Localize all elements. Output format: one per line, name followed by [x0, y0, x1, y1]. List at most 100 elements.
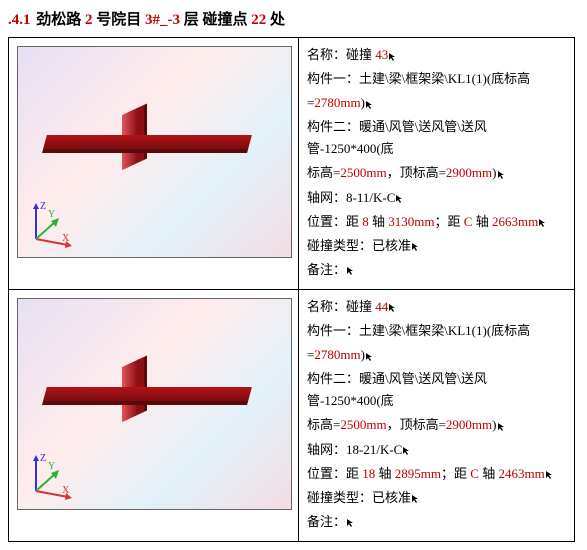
type-val: 已核准: [372, 490, 411, 505]
cursor-mark-icon: [497, 422, 506, 431]
type-val: 已核准: [372, 238, 411, 253]
comp2-line2: 标高=2500mm，顶标高=2900mm): [307, 414, 566, 436]
cursor-mark-icon: [538, 218, 547, 227]
collision-entry: Z X Y 名称：碰撞 44 构件一：土建\梁\框架梁\KL1(1)(底标高: [8, 290, 575, 542]
pos-n1: 8: [362, 214, 369, 229]
beam-horizontal: [43, 387, 252, 401]
type-line: 碰撞类型：已核准: [307, 235, 566, 257]
pos-a2: 轴: [372, 214, 385, 229]
axis-line: 轴网：8-11/K-C: [307, 187, 566, 209]
comp1-line: 构件一：土建\梁\框架梁\KL1(1)(底标高: [307, 320, 566, 342]
pos-v1: 3130mm: [388, 214, 434, 229]
collision-image-cell: Z X Y: [9, 38, 299, 289]
pos-sep: ；距: [435, 214, 461, 229]
section-heading: .4.1 劲松路 2 号院目 3#_-3 层 碰撞点 22 处: [8, 8, 579, 29]
pos-n2: C: [470, 466, 479, 481]
comp1-label: 构件一：: [307, 323, 359, 338]
comp2-mid: ，顶标高=: [387, 165, 446, 180]
remark-line: 备注：: [307, 259, 566, 281]
comp2-label: 构件二：: [307, 119, 359, 134]
pos-a3: 轴: [482, 466, 495, 481]
pos-a1: 距: [346, 214, 359, 229]
heading-hash: 3#_-3: [145, 12, 180, 28]
comp2-pre: 标高=: [307, 165, 340, 180]
pos-line: 位置：距 8 轴 3130mm；距 C 轴 2663mm: [307, 211, 566, 233]
heading-text2: 层 碰撞点: [184, 12, 248, 28]
name-val: 碰撞: [346, 299, 372, 314]
cursor-mark-icon: [402, 446, 411, 455]
pos-label: 位置：: [307, 466, 346, 481]
heading-text1: 号院目: [96, 12, 141, 28]
axis-val: 18-21/K-C: [346, 442, 402, 457]
pos-a3: 轴: [476, 214, 489, 229]
comp1-label: 构件一：: [307, 71, 359, 86]
cursor-mark-icon: [545, 470, 554, 479]
comp1-val: 2780mm: [314, 95, 360, 110]
beam-horizontal: [43, 135, 252, 149]
comp1-text: 土建\梁\框架梁\KL1(1)(底标高: [359, 71, 530, 86]
axis-y-label: Y: [48, 209, 55, 220]
pos-a1: 距: [346, 466, 359, 481]
remark-line: 备注：: [307, 511, 566, 533]
pos-n2: C: [464, 214, 473, 229]
comp2-mid: ，顶标高=: [387, 417, 446, 432]
comp1-val: 2780mm: [314, 347, 360, 362]
comp1-line: 构件一：土建\梁\框架梁\KL1(1)(底标高: [307, 68, 566, 90]
pos-v2: 2663mm: [492, 214, 538, 229]
pos-v2: 2463mm: [498, 466, 544, 481]
comp2-v1: 2500mm: [340, 417, 386, 432]
axis-z-label: Z: [40, 453, 46, 464]
name-val: 碰撞: [346, 47, 372, 62]
type-label: 碰撞类型：: [307, 238, 372, 253]
heading-num-2: 2: [85, 12, 93, 28]
axis-y-label: Y: [48, 461, 55, 472]
cursor-mark-icon: [365, 100, 374, 109]
comp2-v2: 2900mm: [446, 165, 492, 180]
name-label: 名称：: [307, 47, 346, 62]
pos-sep: ；距: [441, 466, 467, 481]
cursor-mark-icon: [411, 494, 420, 503]
comp2-line2: 标高=2500mm，顶标高=2900mm): [307, 162, 566, 184]
comp2-pre: 标高=: [307, 417, 340, 432]
axis-x-label: X: [62, 485, 70, 496]
comp2-line: 构件二：暖通\风管\送风管\送风管-1250*400(底: [307, 116, 566, 160]
comp1-text: 土建\梁\框架梁\KL1(1)(底标高: [359, 323, 530, 338]
pos-n1: 18: [362, 466, 375, 481]
remark-label: 备注：: [307, 262, 346, 277]
name-num: 44: [375, 299, 388, 314]
cursor-mark-icon: [395, 194, 404, 203]
type-line: 碰撞类型：已核准: [307, 487, 566, 509]
heading-text-road: 劲松路: [36, 12, 81, 28]
axis-widget: Z X Y: [24, 451, 76, 503]
comp1-line2: =2780mm): [307, 92, 566, 114]
cursor-mark-icon: [388, 303, 397, 312]
axis-label: 轴网：: [307, 190, 346, 205]
cursor-mark-icon: [411, 242, 420, 251]
pos-a2: 轴: [379, 466, 392, 481]
comp2-v1: 2500mm: [340, 165, 386, 180]
cursor-mark-icon: [497, 170, 506, 179]
comp2-v2: 2900mm: [446, 417, 492, 432]
pos-line: 位置：距 18 轴 2895mm；距 C 轴 2463mm: [307, 463, 566, 485]
axis-val: 8-11/K-C: [346, 190, 395, 205]
collision-info-cell: 名称：碰撞 44 构件一：土建\梁\框架梁\KL1(1)(底标高 =2780mm…: [299, 290, 574, 541]
name-line: 名称：碰撞 44: [307, 296, 566, 318]
axis-widget: Z X Y: [24, 199, 76, 251]
collision-image-cell: Z X Y: [9, 290, 299, 541]
collision-info-cell: 名称：碰撞 43 构件一：土建\梁\框架梁\KL1(1)(底标高 =2780mm…: [299, 38, 574, 289]
axis-label: 轴网：: [307, 442, 346, 457]
heading-bullet: .4.1: [8, 12, 31, 28]
comp1-line2: =2780mm): [307, 344, 566, 366]
axis-line: 轴网：18-21/K-C: [307, 439, 566, 461]
pos-label: 位置：: [307, 214, 346, 229]
collision-entry: Z X Y 名称：碰撞 43 构件一：土建\梁\框架梁\KL1(1)(底标高: [8, 37, 575, 290]
collision-3d-view: Z X Y: [17, 46, 292, 258]
cursor-mark-icon: [388, 52, 397, 61]
cursor-mark-icon: [346, 518, 355, 527]
axis-x-label: X: [62, 233, 70, 244]
remark-label: 备注：: [307, 514, 346, 529]
name-num: 43: [375, 47, 388, 62]
cursor-mark-icon: [346, 266, 355, 275]
name-line: 名称：碰撞 43: [307, 44, 566, 66]
pos-v1: 2895mm: [395, 466, 441, 481]
